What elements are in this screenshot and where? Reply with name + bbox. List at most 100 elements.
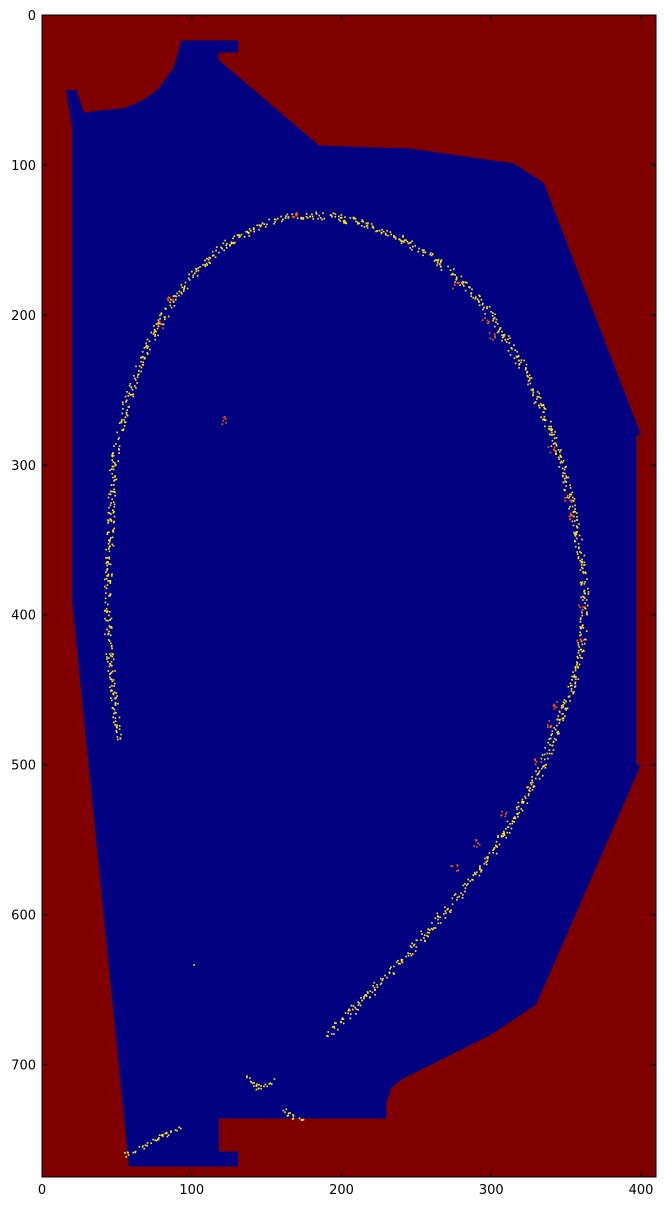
emission-speck bbox=[105, 548, 107, 551]
emission-speck bbox=[110, 655, 112, 657]
emission-speck bbox=[561, 713, 564, 715]
emission-hotspot bbox=[458, 281, 461, 284]
emission-speck bbox=[564, 480, 567, 482]
emission-speck bbox=[111, 655, 114, 658]
emission-speck bbox=[248, 228, 251, 230]
emission-speck bbox=[518, 359, 520, 362]
emission-speck bbox=[478, 304, 481, 307]
emission-speck bbox=[234, 241, 236, 244]
emission-speck bbox=[118, 445, 121, 448]
emission-speck bbox=[157, 334, 159, 337]
emission-speck bbox=[118, 725, 121, 727]
emission-speck bbox=[579, 634, 581, 637]
emission-speck bbox=[327, 1031, 330, 1033]
emission-speck bbox=[547, 757, 549, 760]
emission-speck bbox=[305, 213, 308, 215]
emission-speck bbox=[421, 933, 423, 935]
emission-speck bbox=[576, 661, 578, 663]
emission-speck bbox=[162, 1133, 164, 1136]
emission-speck bbox=[238, 236, 241, 238]
emission-speck bbox=[141, 356, 143, 359]
emission-speck bbox=[155, 323, 158, 325]
emission-speck bbox=[429, 252, 432, 254]
emission-speck bbox=[399, 962, 401, 965]
emission-speck bbox=[573, 691, 575, 693]
emission-speck bbox=[124, 395, 127, 398]
emission-hotspot bbox=[584, 606, 587, 608]
emission-speck bbox=[579, 581, 582, 584]
emission-speck bbox=[140, 366, 143, 369]
emission-speck bbox=[395, 961, 398, 964]
emission-speck bbox=[537, 772, 540, 774]
emission-speck bbox=[409, 952, 412, 955]
emission-speck bbox=[149, 348, 151, 351]
emission-speck bbox=[361, 999, 363, 1002]
emission-speck bbox=[315, 213, 318, 215]
emission-speck bbox=[178, 1126, 180, 1129]
emission-speck bbox=[430, 254, 433, 257]
emission-speck bbox=[104, 601, 107, 604]
emission-speck bbox=[559, 454, 562, 457]
emission-speck bbox=[529, 382, 532, 385]
emission-speck bbox=[542, 404, 545, 407]
emission-speck bbox=[109, 678, 112, 680]
emission-speck bbox=[570, 690, 573, 692]
emission-speck bbox=[113, 510, 115, 513]
emission-speck bbox=[585, 630, 588, 632]
emission-speck bbox=[532, 394, 534, 397]
emission-hotspot bbox=[564, 500, 566, 502]
emission-speck bbox=[344, 216, 346, 218]
emission-speck bbox=[455, 278, 457, 281]
emission-speck bbox=[379, 983, 382, 986]
emission-hotspot bbox=[481, 319, 484, 321]
emission-speck bbox=[108, 563, 110, 565]
emission-speck bbox=[138, 1146, 141, 1148]
emission-hotspot bbox=[547, 446, 550, 448]
emission-speck bbox=[365, 994, 367, 996]
emission-speck bbox=[109, 539, 111, 541]
emission-hotspot bbox=[501, 810, 503, 813]
emission-speck bbox=[107, 543, 110, 545]
emission-speck bbox=[512, 817, 515, 820]
x-tick-label: 300 bbox=[479, 1183, 504, 1198]
emission-speck bbox=[532, 391, 535, 394]
emission-speck bbox=[422, 251, 425, 253]
emission-speck bbox=[586, 611, 588, 613]
emission-speck bbox=[207, 258, 210, 261]
emission-speck bbox=[538, 770, 541, 773]
emission-hotspot bbox=[564, 497, 566, 499]
emission-speck bbox=[436, 264, 438, 267]
emission-speck bbox=[434, 927, 437, 929]
emission-speck bbox=[398, 962, 400, 965]
emission-hotspot bbox=[547, 726, 549, 729]
emission-speck bbox=[411, 240, 413, 243]
emission-speck bbox=[583, 642, 586, 645]
emission-speck bbox=[554, 442, 556, 444]
emission-speck bbox=[577, 657, 579, 659]
emission-speck bbox=[154, 329, 156, 332]
emission-speck bbox=[449, 269, 452, 271]
emission-speck bbox=[494, 325, 496, 328]
emission-speck bbox=[445, 912, 447, 914]
emission-speck bbox=[152, 333, 155, 335]
emission-speck bbox=[296, 217, 299, 220]
emission-speck bbox=[211, 254, 214, 257]
emission-speck bbox=[112, 653, 114, 656]
emission-speck bbox=[340, 216, 343, 219]
emission-speck bbox=[440, 269, 443, 271]
emission-speck bbox=[433, 260, 436, 262]
emission-speck bbox=[360, 997, 362, 999]
emission-speck bbox=[461, 283, 464, 286]
emission-speck bbox=[576, 551, 578, 553]
emission-speck bbox=[110, 697, 112, 699]
emission-speck bbox=[364, 994, 366, 997]
emission-speck bbox=[112, 658, 115, 661]
emission-speck bbox=[571, 684, 573, 687]
emission-speck bbox=[249, 1077, 251, 1079]
emission-hotspot bbox=[553, 448, 555, 451]
emission-speck bbox=[116, 695, 119, 697]
emission-speck bbox=[338, 218, 340, 221]
emission-speck bbox=[268, 1083, 271, 1085]
emission-speck bbox=[111, 543, 114, 546]
emission-speck bbox=[544, 408, 547, 410]
